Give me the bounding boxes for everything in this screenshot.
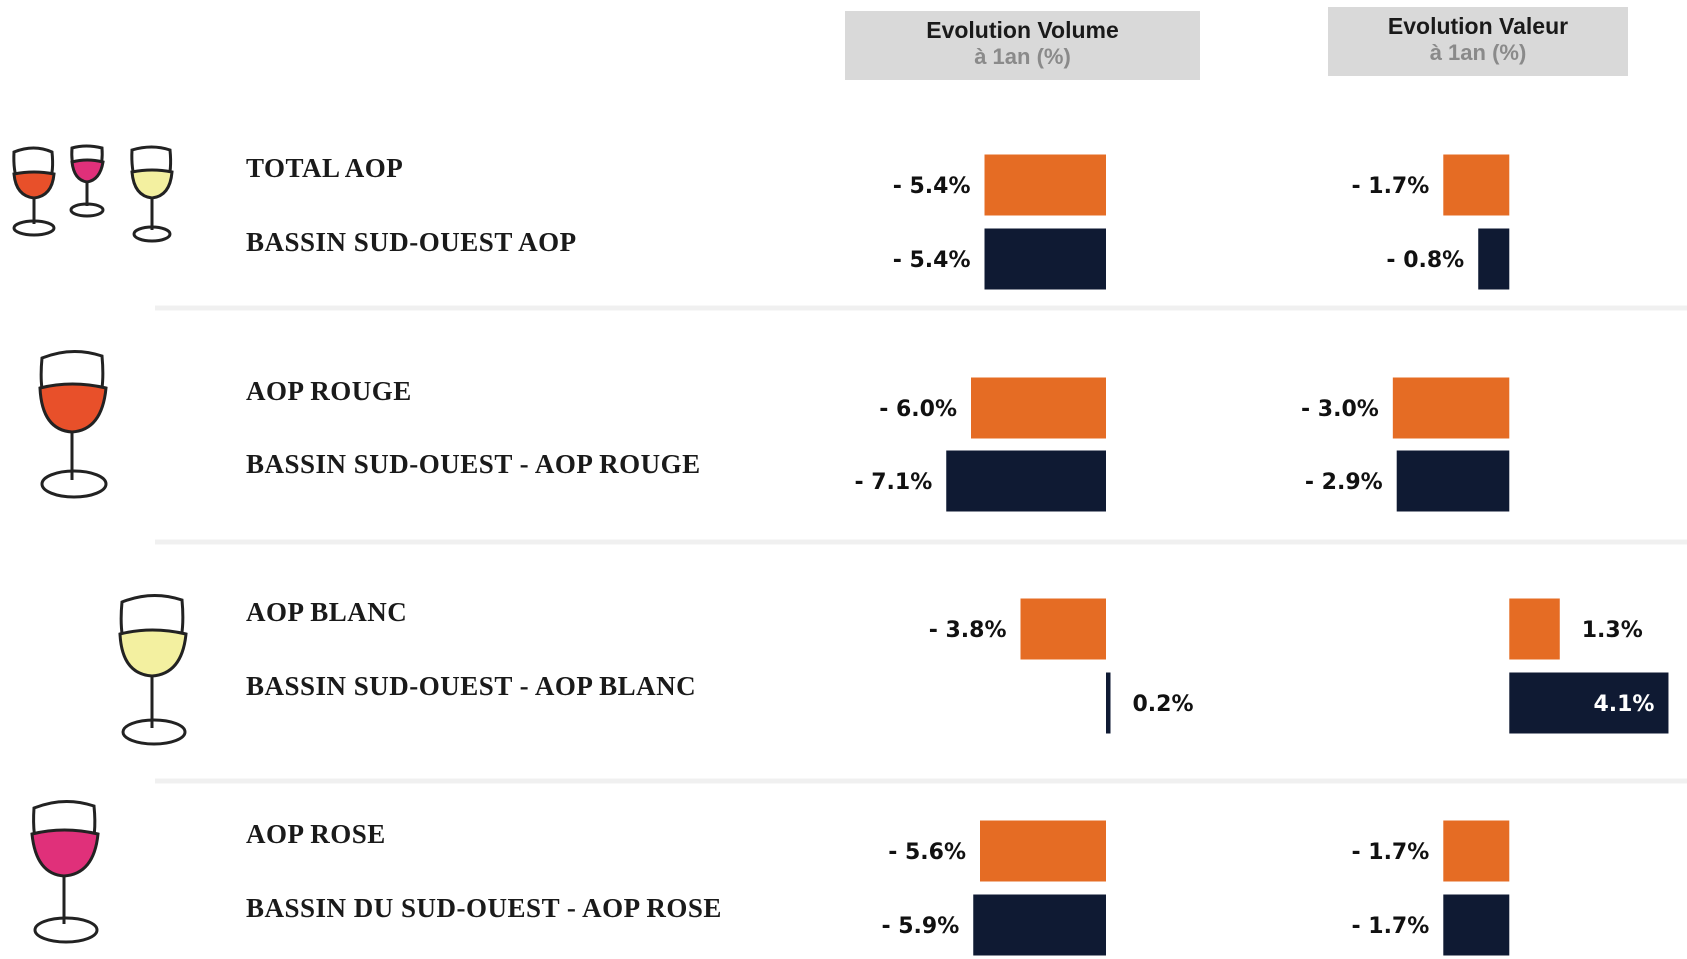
value-label: 1.3%: [1582, 618, 1643, 643]
value-label: - 5.9%: [881, 914, 959, 939]
header-box: [1328, 7, 1628, 76]
panel-subtitle: à 1an (%): [1430, 40, 1527, 65]
bar: [1392, 377, 1510, 439]
glass-rose: [30, 800, 100, 944]
value-label: - 5.6%: [888, 840, 966, 865]
bar: [1443, 894, 1510, 956]
header-box: [845, 11, 1200, 80]
value-label: - 5.4%: [893, 248, 971, 273]
glass-white: [118, 594, 188, 746]
panel-subtitle: à 1an (%): [974, 44, 1071, 69]
value-label: 4.1%: [1593, 692, 1654, 717]
category-label: AOP ROSE: [246, 819, 386, 849]
bar: [1020, 598, 1106, 660]
category-label: BASSIN SUD-OUEST AOP: [246, 227, 577, 257]
category-label: BASSIN DU SUD-OUEST - AOP ROSE: [246, 893, 722, 923]
panel-title: Evolution Volume: [926, 17, 1119, 43]
bar: [1509, 598, 1560, 660]
value-label: 0.2%: [1133, 692, 1194, 717]
separators: [155, 305, 1687, 784]
panel-title: Evolution Valeur: [1388, 13, 1568, 39]
glass-red: [38, 350, 108, 499]
value-label: - 1.7%: [1351, 174, 1429, 199]
glass-icons: [12, 144, 188, 944]
glass-white-small: [130, 145, 174, 243]
value-label: - 1.7%: [1351, 840, 1429, 865]
bar: [1396, 450, 1510, 512]
glass-rose-small: [69, 144, 105, 218]
value-label: - 6.0%: [879, 397, 957, 422]
bar: [973, 894, 1106, 956]
bar: [1509, 672, 1669, 734]
bar: [980, 820, 1106, 882]
glass-red-small: [12, 146, 56, 237]
category-label: BASSIN SUD-OUEST - AOP BLANC: [246, 671, 696, 701]
value-label: - 5.4%: [893, 174, 971, 199]
value-label: - 7.1%: [854, 470, 932, 495]
bar: [1443, 154, 1510, 216]
bar: [1443, 820, 1510, 882]
category-label: AOP BLANC: [246, 597, 407, 627]
category-label: BASSIN SUD-OUEST - AOP ROUGE: [246, 449, 701, 479]
bar: [984, 228, 1106, 290]
bar: [971, 377, 1106, 439]
value-label: - 1.7%: [1351, 914, 1429, 939]
bar: [984, 154, 1106, 216]
bar: [1478, 228, 1510, 290]
category-label: TOTAL AOP: [246, 153, 403, 183]
bar: [946, 450, 1106, 512]
value-label: - 3.0%: [1301, 397, 1379, 422]
bar: [1106, 672, 1111, 734]
value-label: - 3.8%: [929, 618, 1007, 643]
value-label: - 0.8%: [1386, 248, 1464, 273]
category-label: AOP ROUGE: [246, 376, 412, 406]
value-label: - 2.9%: [1305, 470, 1383, 495]
